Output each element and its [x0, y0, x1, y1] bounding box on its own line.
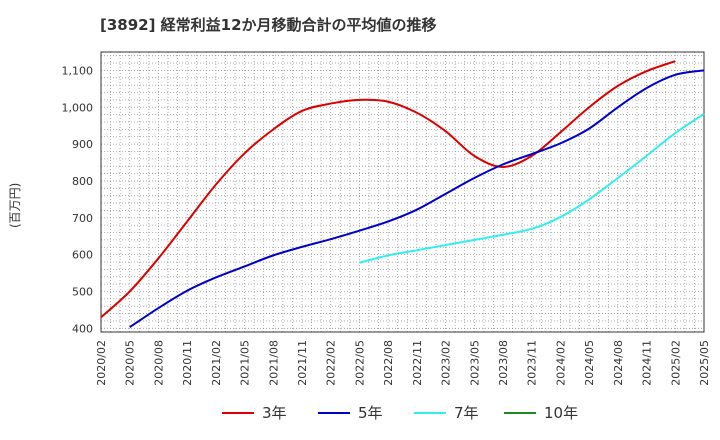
y-tick-label: 700 — [72, 212, 93, 225]
x-tick-label: 2021/05 — [239, 340, 252, 386]
x-tick-label: 2024/11 — [641, 340, 654, 386]
y-tick-label: 600 — [72, 249, 93, 262]
legend-swatch — [222, 411, 254, 414]
legend-item: 5年 — [318, 402, 383, 423]
y-tick-label: 900 — [72, 138, 93, 151]
legend-label: 5年 — [358, 404, 383, 422]
x-tick-label: 2023/08 — [497, 340, 510, 386]
legend-label: 7年 — [454, 404, 479, 422]
legend-swatch — [318, 411, 350, 414]
y-tick-label: 500 — [72, 285, 93, 298]
y-tick-label: 800 — [72, 175, 93, 188]
x-tick-label: 2022/02 — [325, 340, 338, 386]
x-tick-label: 2024/02 — [554, 340, 567, 386]
x-tick-label: 2023/02 — [440, 340, 453, 386]
x-tick-label: 2020/08 — [152, 340, 165, 386]
x-tick-label: 2020/11 — [181, 340, 194, 386]
legend-item: 10年 — [504, 402, 578, 423]
x-tick-label: 2020/05 — [124, 340, 137, 386]
x-tick-label: 2024/05 — [583, 340, 596, 386]
x-tick-label: 2022/05 — [353, 340, 366, 386]
x-tick-label: 2023/05 — [468, 340, 481, 386]
series-line-7年 — [359, 113, 705, 264]
legend-label: 3年 — [262, 404, 287, 422]
legend: 3年 5年 7年 10年 — [0, 398, 720, 428]
y-tick-label: 400 — [72, 322, 93, 335]
chart-title: [3892] 経常利益12か月移動合計の平均値の推移 — [100, 16, 437, 34]
legend-item: 3年 — [222, 402, 287, 423]
legend-item: 7年 — [414, 402, 479, 423]
x-tick-label: 2023/11 — [526, 340, 539, 386]
x-tick-label: 2021/02 — [210, 340, 223, 386]
y-tick-label: 1,000 — [62, 101, 94, 114]
x-tick-label: 2020/02 — [95, 340, 108, 386]
y-tick-label: 1,100 — [62, 64, 94, 77]
x-tick-label: 2025/02 — [669, 340, 682, 386]
x-tick-label: 2021/08 — [267, 340, 280, 386]
plot-frame — [100, 51, 705, 333]
legend-swatch — [414, 411, 446, 414]
legend-swatch — [504, 411, 536, 414]
x-tick-label: 2024/08 — [612, 340, 625, 386]
legend-label: 10年 — [544, 404, 579, 422]
series-line-3年 — [100, 60, 676, 319]
plot-area — [101, 52, 704, 332]
series-line-5年 — [129, 69, 705, 329]
x-tick-label: 2025/05 — [698, 340, 711, 386]
x-tick-label: 2022/11 — [411, 340, 424, 386]
x-tick-label: 2022/08 — [382, 340, 395, 386]
x-tick-label: 2021/11 — [296, 340, 309, 386]
